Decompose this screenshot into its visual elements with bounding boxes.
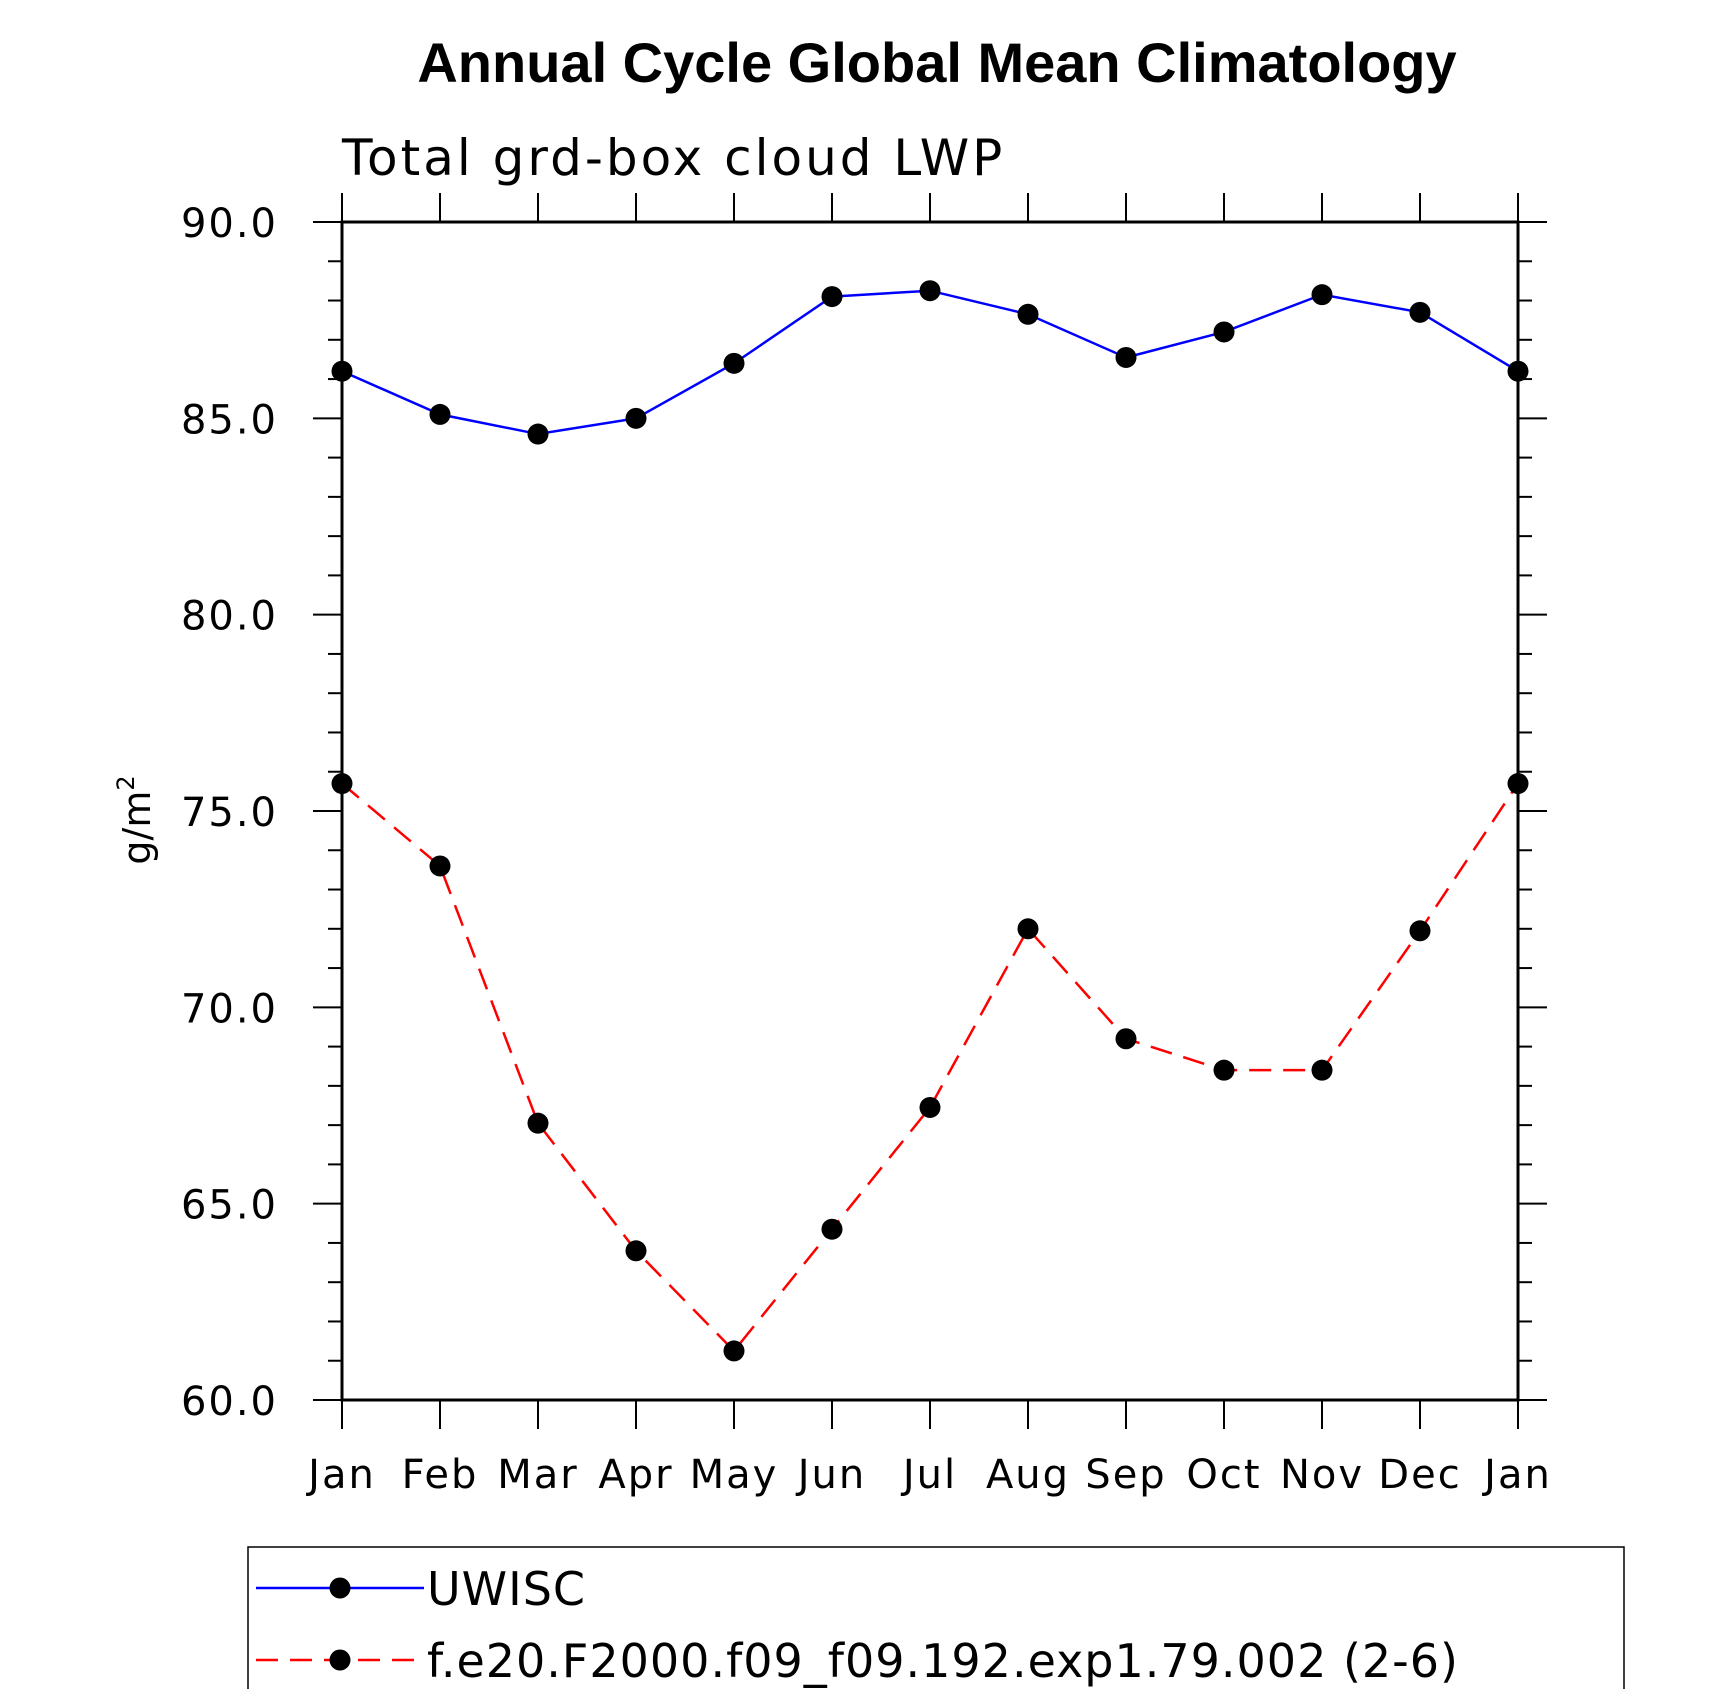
series-1 [331, 280, 1529, 445]
data-point [331, 360, 353, 382]
data-point [429, 855, 451, 877]
legend-entry-1: UWISC [256, 1562, 586, 1616]
x-tick-label: Jan [1481, 1452, 1552, 1498]
data-point [1311, 284, 1333, 306]
data-point [1115, 1028, 1137, 1050]
legend-marker [329, 1649, 351, 1671]
data-point [1409, 301, 1431, 323]
series-line [341, 289, 1519, 436]
x-tick-label: Dec [1378, 1452, 1461, 1498]
y-tick-label: 70.0 [181, 986, 278, 1032]
data-point [1311, 1059, 1333, 1081]
data-point [527, 1112, 549, 1134]
data-point [331, 773, 353, 795]
plot-frame [340, 220, 1520, 1402]
data-point [821, 1218, 843, 1240]
legend-label: UWISC [427, 1562, 586, 1616]
data-point [1213, 1059, 1235, 1081]
y-axis-label-text: g/m [115, 791, 159, 865]
x-tick-label: Jul [900, 1452, 957, 1498]
legend-box [247, 1546, 1625, 1689]
x-tick-label: Oct [1186, 1452, 1261, 1498]
x-tick-label: Mar [497, 1452, 578, 1498]
data-point [429, 403, 451, 425]
svg-text:g/m2: g/m2 [112, 775, 159, 864]
y-axis-label-superscript: 2 [112, 775, 140, 790]
series-2 [331, 773, 1529, 1362]
data-point [625, 1240, 647, 1262]
chart-title: Annual Cycle Global Mean Climatology [417, 31, 1456, 94]
x-tick-label: Jun [795, 1452, 867, 1498]
y-tick-label: 60.0 [181, 1379, 278, 1425]
x-tick-label: May [690, 1452, 779, 1498]
x-tick-label: Jan [305, 1452, 376, 1498]
x-tick-label: Aug [986, 1452, 1070, 1498]
y-tick-label: 90.0 [181, 201, 278, 247]
data-point [723, 352, 745, 374]
data-point [1409, 920, 1431, 942]
y-tick-label: 85.0 [181, 397, 278, 443]
data-point [723, 1340, 745, 1362]
data-point [625, 407, 647, 429]
data-point [919, 1096, 941, 1118]
data-point [1507, 773, 1529, 795]
series-line [341, 782, 1520, 1353]
legend-marker [329, 1577, 351, 1599]
y-tick-label: 80.0 [181, 594, 278, 640]
data-point [1017, 918, 1039, 940]
data-point [1115, 346, 1137, 368]
data-point [1213, 321, 1235, 343]
y-axis-label: g/m2 [112, 775, 159, 864]
y-tick-label: 65.0 [181, 1183, 278, 1229]
data-point [527, 423, 549, 445]
data-point [919, 280, 941, 302]
legend-entry-2: f.e20.F2000.f09_f09.192.exp1.79.002 (2-6… [256, 1634, 1459, 1688]
x-tick-label: Apr [598, 1452, 673, 1498]
x-tick-label: Sep [1085, 1452, 1166, 1498]
data-point [821, 286, 843, 308]
legend-label: f.e20.F2000.f09_f09.192.exp1.79.002 (2-6… [427, 1634, 1459, 1688]
y-tick-label: 75.0 [181, 790, 278, 836]
data-point [1017, 303, 1039, 325]
chart-subtitle: Total grd-box cloud LWP [341, 129, 1005, 187]
x-tick-label: Feb [402, 1452, 479, 1498]
x-tick-label: Nov [1280, 1452, 1364, 1498]
data-point [1507, 360, 1529, 382]
